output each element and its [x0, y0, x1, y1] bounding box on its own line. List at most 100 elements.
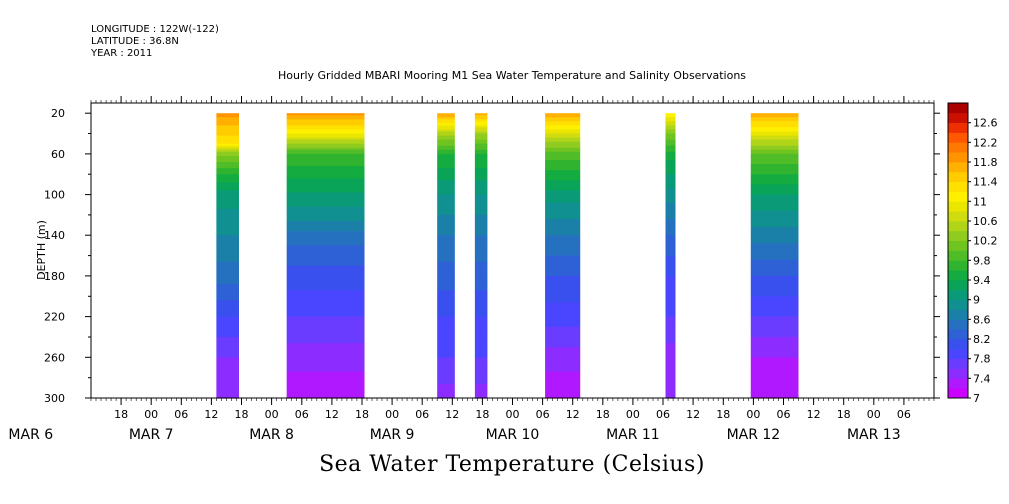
temperature-cell [286, 243, 365, 246]
temperature-cell [665, 361, 676, 364]
temperature-cell [286, 359, 365, 362]
temperature-cell [437, 351, 455, 354]
temperature-cell [750, 349, 799, 352]
temperature-cell [286, 186, 365, 189]
temperature-cell [665, 206, 676, 210]
x-day-label: MAR 8 [249, 427, 294, 443]
temperature-cell [437, 320, 455, 324]
temperature-cell [437, 365, 455, 368]
temperature-cell [545, 302, 581, 305]
temperature-cell [216, 383, 239, 387]
temperature-cell [750, 178, 799, 181]
temperature-cell [286, 149, 365, 153]
temperature-cell [437, 164, 455, 167]
temperature-cell [474, 157, 488, 161]
temperature-cell [216, 379, 239, 383]
y-tick-label: 220 [44, 311, 65, 324]
temperature-cell [216, 241, 239, 244]
temperature-cell [216, 365, 239, 368]
temperature-cell [216, 278, 239, 281]
temperature-cell [545, 343, 581, 346]
temperature-cell [474, 200, 488, 204]
temperature-cell [216, 294, 239, 297]
temperature-cell [474, 377, 488, 381]
temperature-cell [545, 377, 581, 381]
temperature-cell [437, 202, 455, 206]
colorbar-label: 12.6 [973, 117, 998, 130]
temperature-cell [545, 387, 581, 391]
temperature-cell [545, 137, 581, 141]
temperature-cell [216, 353, 239, 356]
temperature-cell [474, 261, 488, 265]
temperature-cell [474, 117, 488, 120]
temperature-cell [216, 359, 239, 362]
temperature-cell [286, 322, 365, 326]
temperature-cell [750, 396, 799, 399]
temperature-cell [750, 172, 799, 175]
temperature-cell [216, 233, 239, 236]
temperature-cell [437, 204, 455, 208]
colorbar-label: 7.4 [973, 372, 991, 385]
temperature-cell [665, 157, 676, 161]
temperature-cell [750, 241, 799, 244]
temperature-cell [545, 312, 581, 316]
temperature-cell [545, 190, 581, 194]
temperature-cell [216, 367, 239, 371]
temperature-cell [437, 168, 455, 171]
temperature-cell [216, 339, 239, 342]
temperature-cell [437, 318, 455, 322]
temperature-cell [437, 237, 455, 240]
temperature-cell [437, 178, 455, 181]
temperature-cell [545, 294, 581, 297]
x-tick-label: 00 [144, 408, 158, 421]
temperature-cell [750, 227, 799, 230]
temperature-cell [545, 359, 581, 362]
colorbar-swatch [948, 112, 968, 123]
temperature-cell [665, 168, 676, 171]
temperature-cell [286, 271, 365, 275]
temperature-cell [286, 294, 365, 297]
temperature-cell [665, 292, 676, 295]
temperature-cell [750, 280, 799, 283]
temperature-cell [474, 119, 488, 122]
temperature-cell [286, 284, 365, 287]
temperature-cell [216, 115, 239, 118]
temperature-cell [545, 162, 581, 165]
temperature-cell [750, 282, 799, 285]
temperature-cell [665, 257, 676, 261]
temperature-cell [474, 233, 488, 236]
temperature-cell [665, 243, 676, 246]
temperature-cell [216, 198, 239, 202]
temperature-cell [545, 113, 581, 116]
temperature-cell [286, 265, 365, 269]
temperature-cell [437, 251, 455, 255]
temperature-cell [545, 282, 581, 285]
y-tick-label: 60 [51, 148, 65, 161]
temperature-cell [545, 267, 581, 271]
temperature-cell [286, 282, 365, 285]
temperature-cell [545, 371, 581, 375]
colorbar-swatch [948, 378, 968, 389]
x-day-label: MAR 7 [129, 427, 174, 443]
temperature-cell [750, 253, 799, 257]
temperature-cell [286, 194, 365, 198]
temperature-cell [216, 188, 239, 191]
temperature-cell [437, 300, 455, 303]
temperature-cell [545, 180, 581, 183]
y-tick-label: 260 [44, 351, 65, 364]
temperature-cell [216, 164, 239, 167]
temperature-cell [474, 235, 488, 238]
temperature-cell [750, 180, 799, 183]
temperature-cell [216, 286, 239, 289]
temperature-cell [474, 223, 488, 226]
temperature-cell [216, 316, 239, 320]
temperature-cell [545, 247, 581, 250]
temperature-cell [474, 135, 488, 139]
temperature-cell [545, 263, 581, 267]
temperature-cell [545, 300, 581, 303]
temperature-cell [474, 396, 488, 399]
temperature-cell [286, 198, 365, 202]
x-tick-label: 06 [656, 408, 670, 421]
temperature-cell [286, 188, 365, 191]
temperature-cell [545, 186, 581, 189]
